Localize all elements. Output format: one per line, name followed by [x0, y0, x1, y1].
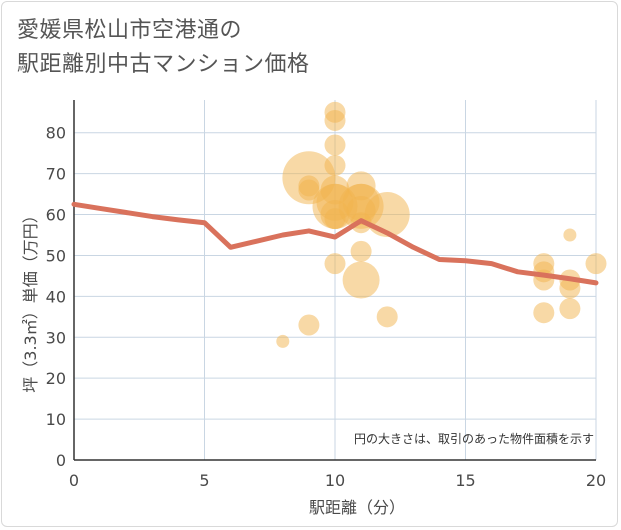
chart-title: 愛媛県松山市空港通の 駅距離別中古マンション価格 [17, 14, 577, 82]
y-tick-label: 20 [46, 369, 66, 388]
bubble-point [350, 240, 372, 262]
y-tick-label: 40 [46, 287, 66, 306]
y-tick-label: 60 [46, 206, 66, 225]
bubble-point [533, 302, 555, 324]
bubble-point [324, 154, 346, 176]
x-tick-label: 5 [199, 471, 209, 490]
bubble-point [324, 109, 346, 131]
bubble-point [376, 306, 398, 328]
bubble-point [276, 334, 290, 348]
bubble-point [324, 253, 346, 275]
average-line-series [71, 201, 599, 286]
bubble-size-note: 円の大きさは、取引のあった物件面積を示す [354, 431, 594, 446]
bubble-point [559, 298, 581, 320]
chart-title-line-1: 愛媛県松山市空港通の [17, 18, 243, 43]
x-tick-label: 0 [69, 471, 79, 490]
y-tick-label: 50 [46, 246, 66, 265]
y-tick-labels: 0 10 20 30 40 50 60 70 80 [46, 124, 66, 470]
x-tick-label: 20 [586, 471, 606, 490]
bubble-point [298, 179, 320, 201]
bubble-point [324, 134, 346, 156]
y-tick-label: 30 [46, 328, 66, 347]
bubble-point [342, 261, 380, 299]
axis-lines [73, 100, 596, 461]
bubble-series [276, 101, 607, 348]
grid-lines [74, 100, 597, 460]
chart-title-line-2: 駅距離別中古マンション価格 [17, 52, 310, 77]
y-tick-label: 0 [56, 451, 66, 470]
bubble-point [563, 228, 577, 242]
y-tick-label: 10 [46, 410, 66, 429]
bubble-point [298, 314, 320, 336]
y-tick-label: 70 [46, 165, 66, 184]
x-tick-labels: 0 5 10 15 20 [69, 471, 606, 490]
average-price-line [71, 201, 599, 286]
x-axis-title: 駅距離（分） [309, 498, 405, 517]
y-axis-title: 坪（3.3㎡）単価（万円） [21, 207, 40, 392]
y-tick-label: 80 [46, 124, 66, 143]
x-tick-label: 10 [325, 471, 345, 490]
x-tick-label: 15 [455, 471, 475, 490]
bubble-point [559, 277, 581, 299]
bubble-point [585, 253, 607, 275]
